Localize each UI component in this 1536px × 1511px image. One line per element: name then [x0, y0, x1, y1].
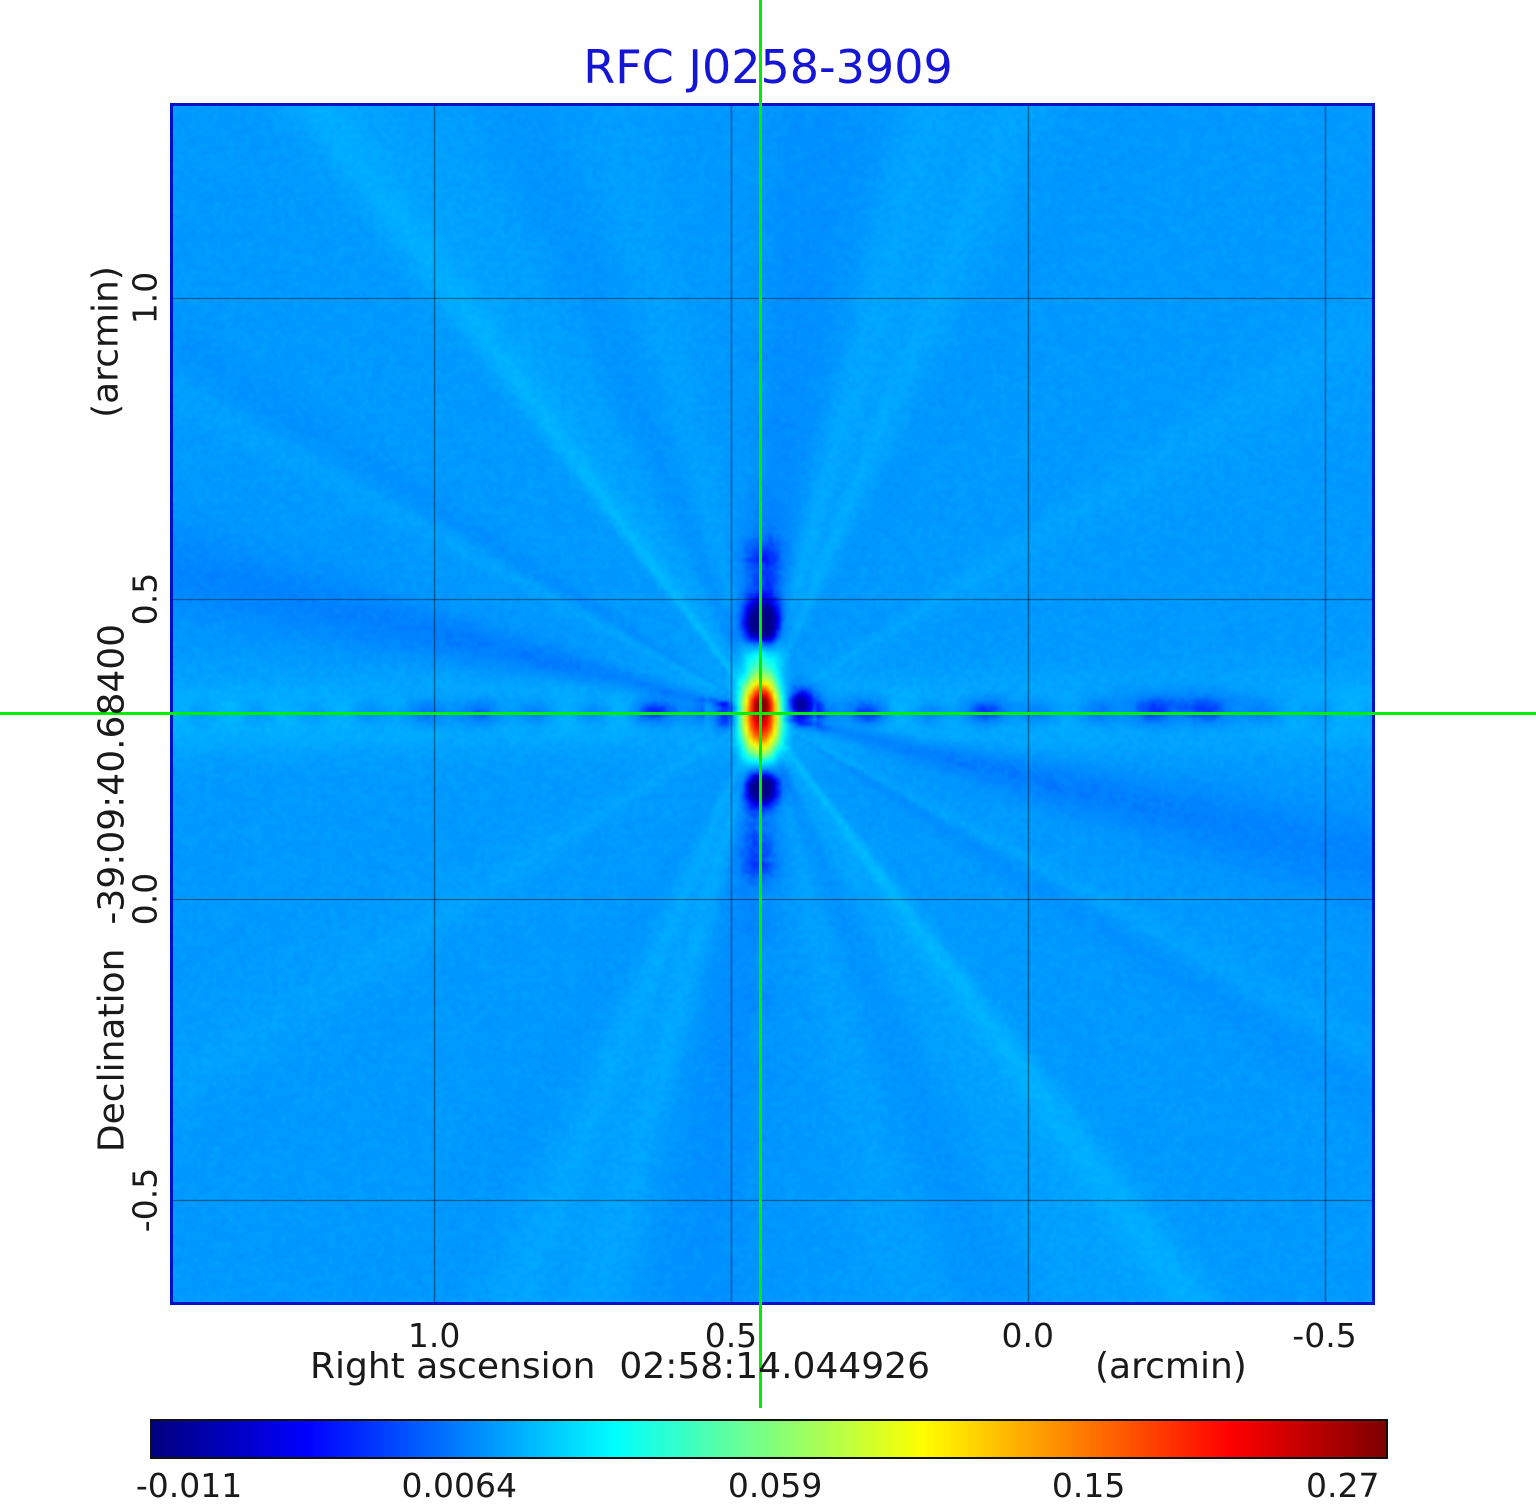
- colorbar-tick-label: 0.059: [727, 1466, 823, 1505]
- x-tick-label: -0.5: [1292, 1316, 1357, 1355]
- colorbar-canvas: [152, 1421, 1386, 1457]
- x-tick-label: 1.0: [407, 1316, 461, 1355]
- colorbar-tick-label: 0.0064: [401, 1466, 517, 1505]
- crosshair-vertical-line: [759, 0, 763, 1408]
- colorbar-tick-label: 0.27: [1306, 1466, 1380, 1505]
- y-axis-label-text: Declination: [91, 948, 133, 1153]
- y-tick-label: 0.0: [125, 873, 165, 926]
- x-tick-label: 0.5: [704, 1316, 758, 1355]
- colorbar: [150, 1419, 1388, 1459]
- plot-frame: [170, 103, 1375, 1305]
- colorbar-tick-label: 0.15: [1051, 1466, 1126, 1505]
- y-tick-label: 0.5: [125, 572, 165, 626]
- heatmap-canvas: [173, 106, 1372, 1302]
- crosshair-horizontal-line: [0, 711, 1536, 715]
- y-axis-unit: (arcmin): [85, 266, 127, 418]
- x-tick-label: 0.0: [1001, 1316, 1054, 1355]
- y-tick-label: -0.5: [125, 1167, 165, 1233]
- plot-title: RFC J0258-3909: [583, 40, 953, 94]
- x-axis-label-text: Right ascension: [310, 1346, 596, 1387]
- y-tick-label: 1.0: [125, 272, 165, 325]
- x-axis-unit: (arcmin): [1095, 1346, 1247, 1387]
- x-axis-label: Right ascension 02:58:14.044926: [310, 1346, 930, 1387]
- x-axis-coordinate: 02:58:14.044926: [619, 1346, 930, 1387]
- colorbar-tick-label: -0.011: [135, 1466, 243, 1505]
